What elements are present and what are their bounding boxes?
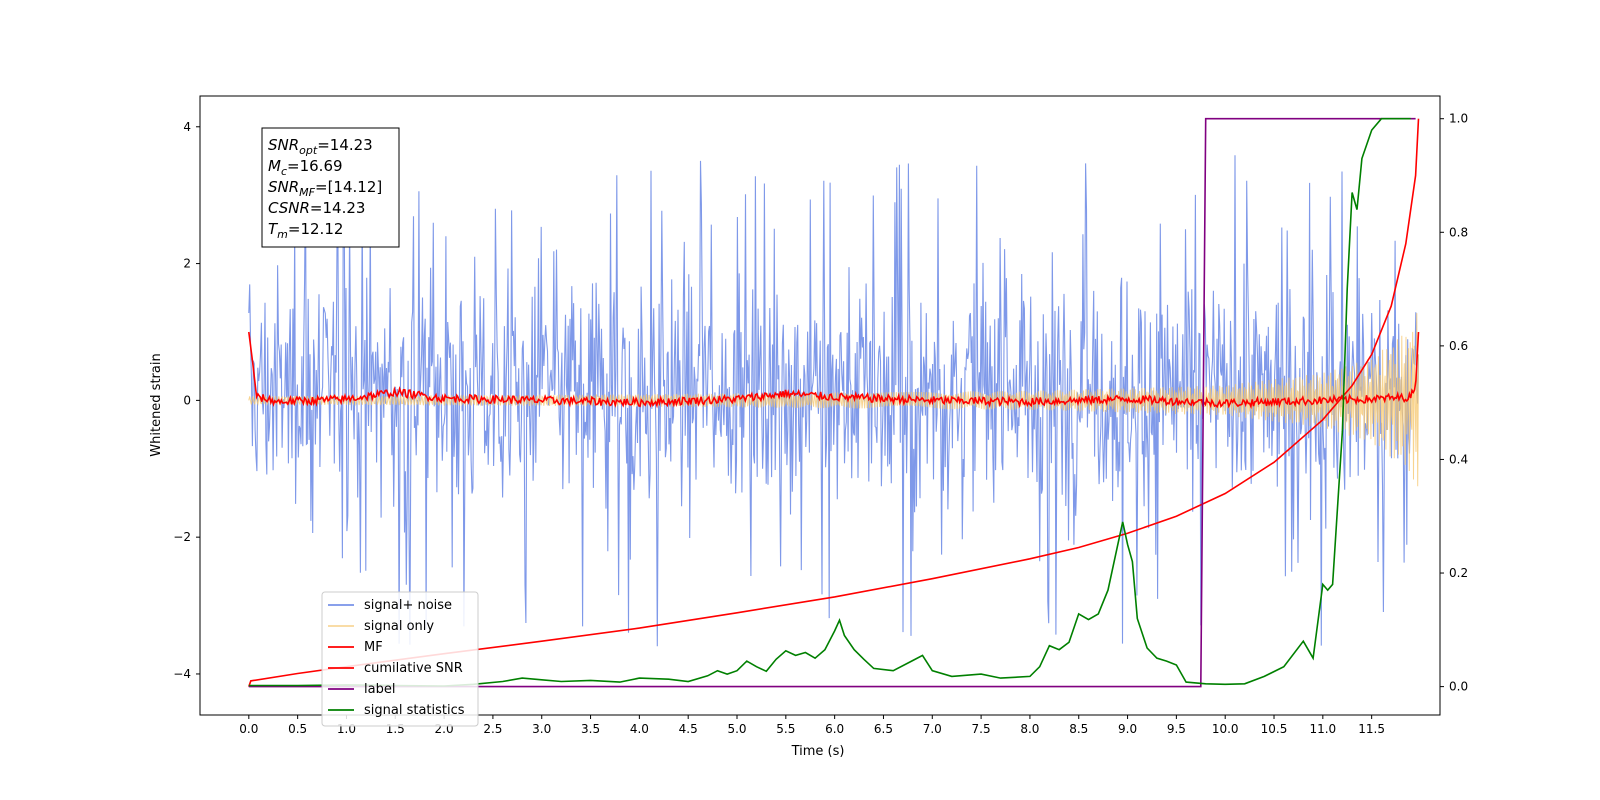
x-tick-label: 3.5 [581, 722, 600, 736]
x-tick-label: 8.0 [1020, 722, 1039, 736]
legend-label: signal only [364, 619, 434, 634]
legend-frame [321, 591, 479, 727]
x-tick-label: 2.5 [483, 722, 502, 736]
y-right-tick-label: 1.0 [1449, 112, 1468, 126]
x-tick-label: 11.5 [1358, 722, 1385, 736]
legend: signal+ noise signal only MF cumilative SNR… [321, 591, 479, 727]
series-signal-noise [248, 155, 1420, 647]
annotation-line: SNRopt=14.23 [268, 136, 373, 157]
x-tick-label: 11.0 [1309, 722, 1336, 736]
y-tick-label: −4 [173, 667, 191, 681]
x-tick-label: 5.0 [727, 722, 746, 736]
series-signal-statistics [248, 117, 1411, 687]
legend-label: signal+ noise [364, 598, 452, 613]
x-tick-label: 9.5 [1167, 722, 1186, 736]
x-tick-label: 5.5 [776, 722, 795, 736]
legend-label: cumilative SNR [364, 661, 463, 676]
x-tick-label: 3.0 [532, 722, 551, 736]
series-mf [248, 331, 1420, 410]
y-right-tick-label: 0.4 [1449, 452, 1468, 466]
y-tick-label: 4 [183, 120, 191, 134]
y-right-tick-label: 0.8 [1449, 225, 1468, 239]
annotation-line: CSNR=14.23 [268, 199, 365, 217]
x-tick-label: 6.5 [874, 722, 893, 736]
y-axis-label: Whitened strain [149, 353, 164, 456]
annotation-line: Mc=16.69 [268, 157, 343, 178]
legend-label: signal statistics [364, 703, 465, 718]
x-tick-label: 0.0 [239, 722, 258, 736]
annotation-line: Tm=12.12 [268, 220, 343, 241]
x-tick-label: 6.0 [825, 722, 844, 736]
legend-label: label [364, 682, 395, 697]
y-right-tick-label: 0.6 [1449, 339, 1468, 353]
y-axis-left: −4 −2 0 2 4 [173, 120, 200, 681]
series-label [248, 117, 1416, 688]
x-tick-label: 0.5 [288, 722, 307, 736]
y-tick-label: 0 [183, 393, 191, 407]
x-tick-label: 7.0 [923, 722, 942, 736]
y-right-tick-label: 0.0 [1449, 680, 1468, 694]
annotation-frame [261, 127, 400, 248]
x-tick-label: 4.0 [630, 722, 649, 736]
x-tick-label: 10.5 [1261, 722, 1288, 736]
x-tick-label: 8.5 [1069, 722, 1088, 736]
x-tick-label: 10.0 [1212, 722, 1239, 736]
annotation-line: SNRMF=[14.12] [268, 178, 382, 199]
plot-frame [199, 95, 1441, 716]
y-right-tick-label: 0.2 [1449, 566, 1468, 580]
legend-label: MF [364, 640, 383, 655]
x-tick-label: 4.5 [679, 722, 698, 736]
x-tick-label: 9.0 [1118, 722, 1137, 736]
x-axis-label: Time (s) [791, 744, 845, 759]
y-tick-label: −2 [173, 530, 191, 544]
y-axis-right: 0.0 0.2 0.4 0.6 0.8 1.0 [1440, 112, 1468, 694]
y-tick-label: 2 [183, 257, 191, 271]
x-tick-label: 7.5 [972, 722, 991, 736]
stats-annotation: SNRopt=14.23Mc=16.69SNRMF=[14.12]CSNR=14… [261, 127, 400, 248]
